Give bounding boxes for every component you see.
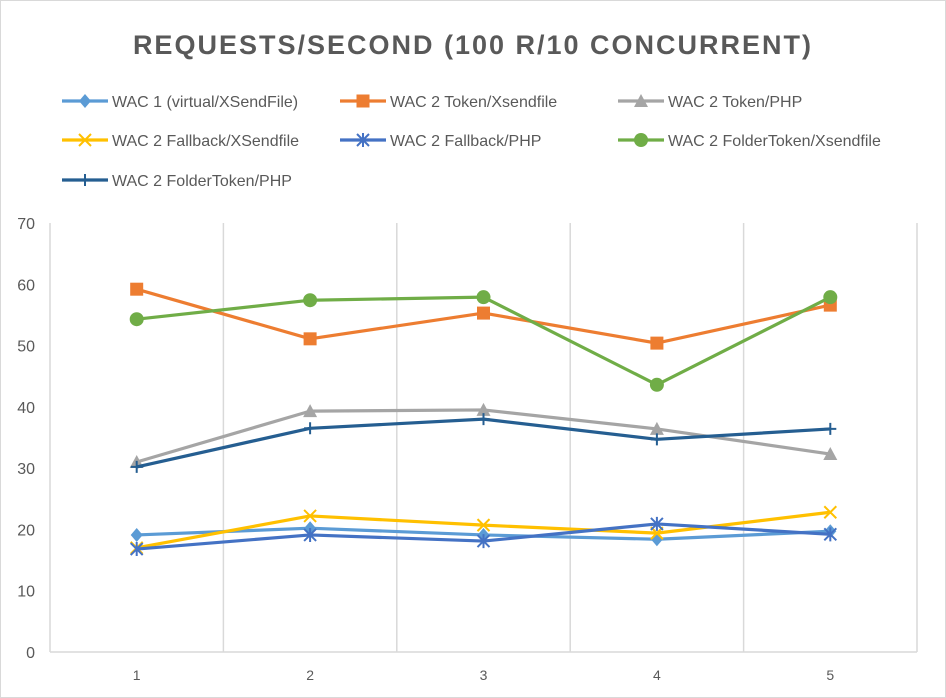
- legend-marker: [79, 174, 91, 186]
- chart-title: REQUESTS/SECOND (100 R/10 CONCURRENT): [133, 30, 813, 60]
- data-point: [823, 505, 838, 519]
- legend-item: WAC 2 FolderToken/Xsendfile: [618, 133, 881, 150]
- data-point: [476, 402, 491, 416]
- data-point: [650, 516, 664, 531]
- series-group: [129, 282, 838, 557]
- legend-item: WAC 1 (virtual/XSendFile): [62, 94, 298, 111]
- legend-marker: [78, 133, 92, 147]
- x-tick-label: 2: [306, 667, 314, 683]
- data-point: [476, 290, 491, 305]
- y-tick-label: 10: [17, 584, 35, 601]
- y-tick-label: 40: [17, 400, 35, 417]
- legend-item: WAC 2 FolderToken/PHP: [62, 173, 292, 190]
- y-tick-label: 20: [17, 522, 35, 539]
- x-tick-label: 5: [826, 667, 834, 683]
- legend-label: WAC 2 Token/PHP: [668, 94, 802, 111]
- y-tick-label: 0: [26, 645, 35, 662]
- y-tick-label: 30: [17, 461, 35, 478]
- legend-item: WAC 2 Token/PHP: [618, 94, 802, 111]
- data-point: [477, 306, 490, 320]
- y-tick-label: 60: [17, 277, 35, 294]
- x-tick-label: 4: [653, 667, 661, 683]
- x-tick-label: 1: [133, 667, 141, 683]
- data-point: [823, 527, 838, 542]
- data-point: [303, 527, 317, 542]
- data-point: [303, 293, 318, 308]
- data-point: [650, 336, 664, 350]
- legend-item: WAC 2 Fallback/XSendfile: [62, 133, 299, 150]
- y-tick-label: 70: [17, 216, 35, 233]
- data-point: [823, 447, 838, 461]
- data-point: [477, 413, 490, 426]
- data-point: [650, 433, 663, 446]
- data-point: [303, 509, 317, 523]
- legend-marker: [634, 133, 648, 147]
- legend-marker: [634, 94, 648, 107]
- data-point: [129, 312, 144, 327]
- legend-label: WAC 2 Fallback/XSendfile: [112, 133, 299, 150]
- data-point: [130, 282, 144, 296]
- series-6: [130, 413, 837, 473]
- data-point: [476, 534, 491, 549]
- x-tick-label: 3: [480, 667, 488, 683]
- legend-item: WAC 2 Fallback/PHP: [340, 133, 541, 150]
- data-point: [823, 290, 838, 305]
- y-tick-label: 50: [17, 339, 35, 356]
- data-point: [649, 421, 664, 435]
- legend-item: WAC 2 Token/Xsendfile: [340, 94, 557, 111]
- series-4: [129, 516, 838, 557]
- legend-label: WAC 2 Token/Xsendfile: [390, 94, 557, 111]
- axes: 0 10 20 30 40 50 60 70 1 2 3 4 5: [17, 216, 917, 683]
- series-line: [136, 417, 831, 469]
- data-point: [824, 422, 837, 435]
- data-point: [130, 460, 143, 473]
- data-point: [303, 332, 317, 346]
- data-point: [649, 377, 664, 392]
- data-point: [129, 542, 144, 557]
- legend-label: WAC 1 (virtual/XSendFile): [112, 94, 298, 111]
- legend-label: WAC 2 Fallback/PHP: [390, 133, 541, 150]
- legend-marker: [356, 94, 370, 108]
- data-point: [130, 527, 143, 542]
- data-point: [303, 404, 318, 418]
- legend-marker: [356, 133, 370, 147]
- legend-marker: [79, 94, 91, 108]
- legend: WAC 1 (virtual/XSendFile) WAC 2 Token/Xse…: [62, 94, 881, 190]
- legend-label: WAC 2 FolderToken/PHP: [112, 173, 292, 190]
- data-point: [304, 422, 317, 435]
- legend-label: WAC 2 FolderToken/Xsendfile: [668, 133, 881, 150]
- grid: [49, 223, 918, 652]
- series-5: [129, 290, 838, 392]
- data-point: [476, 518, 491, 532]
